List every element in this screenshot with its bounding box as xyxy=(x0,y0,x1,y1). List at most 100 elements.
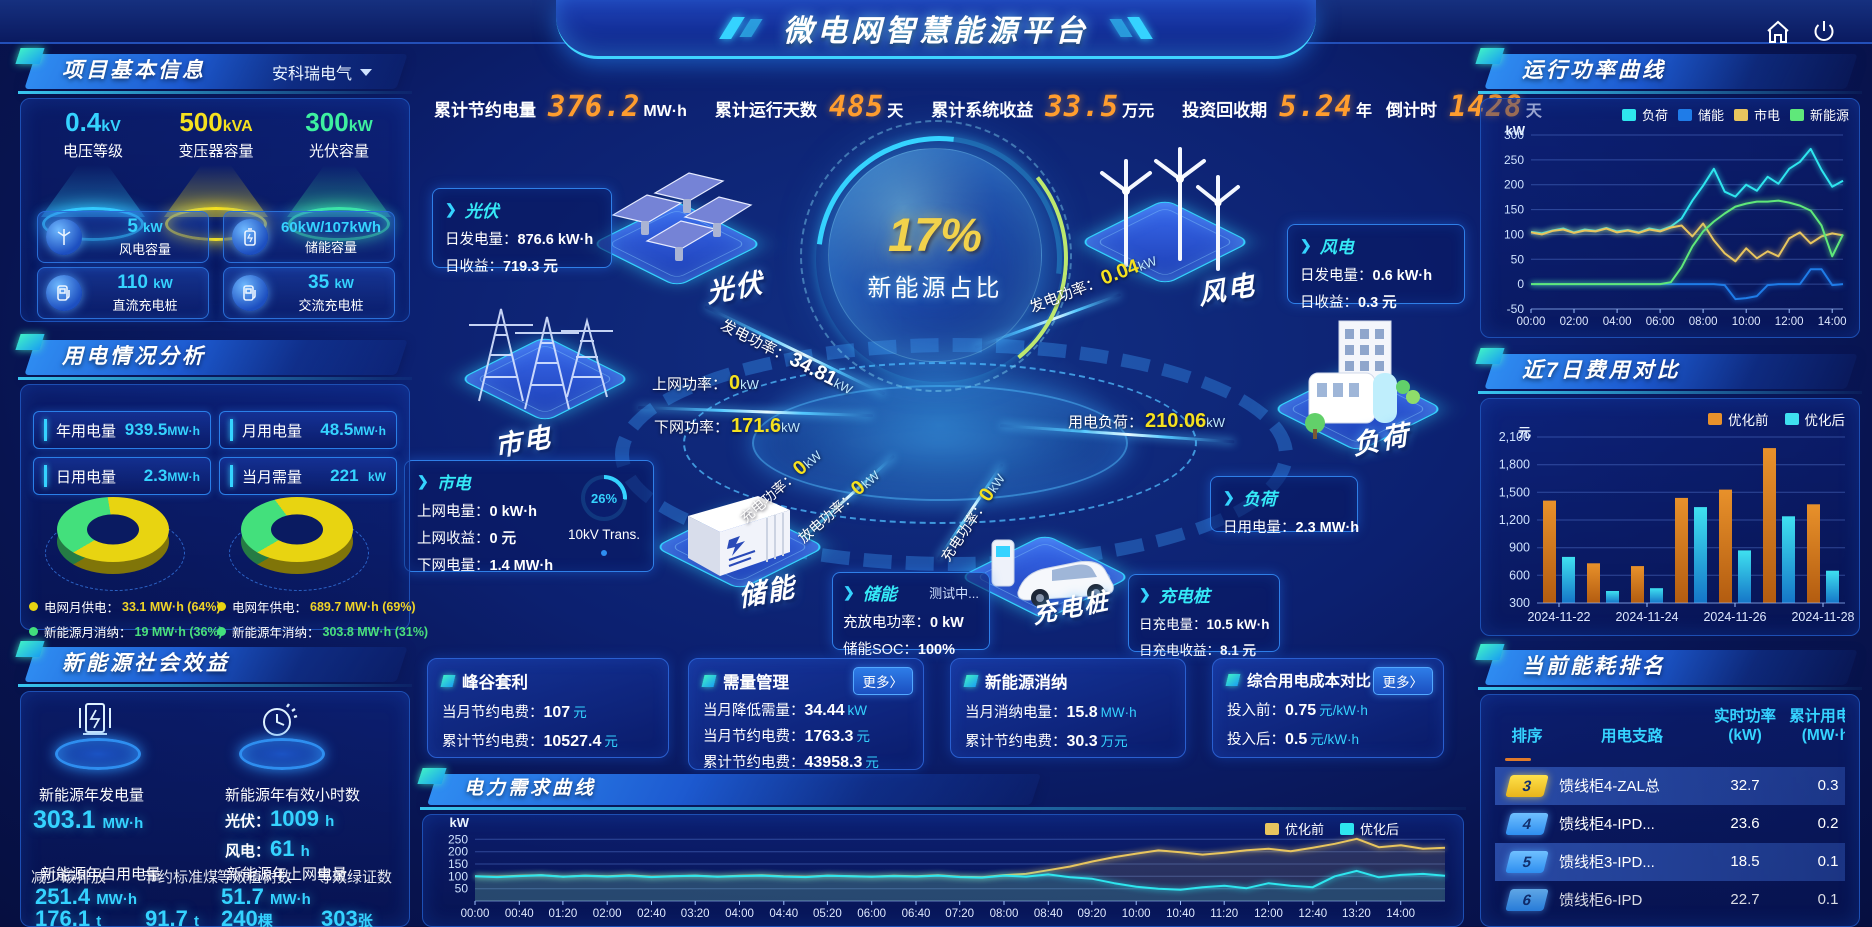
legend-item-市电[interactable]: 市电 xyxy=(1733,105,1780,124)
project-info-title: 项目基本信息 xyxy=(62,59,206,82)
svg-text:02:40: 02:40 xyxy=(637,908,666,920)
flow-from-grid-power: 下网功率： 171.6kW xyxy=(654,415,800,437)
svg-text:00:00: 00:00 xyxy=(461,908,490,920)
company-dropdown[interactable]: 安科瑞电气 xyxy=(272,60,372,84)
usage-analysis-title: 用电情况分析 xyxy=(62,345,206,368)
banner-left-decoration xyxy=(719,17,763,39)
coal-value: 91.7 t xyxy=(145,906,199,927)
capacity-card-wind: 5 kW 风电容量 xyxy=(37,211,209,263)
svg-text:50: 50 xyxy=(455,882,469,896)
home-icon[interactable] xyxy=(1764,18,1792,46)
table-row[interactable]: 3 馈线柜4-ZAL总 32.7 0.3 xyxy=(1495,766,1845,805)
svg-text:14:00: 14:00 xyxy=(1818,316,1847,328)
svg-text:kW: kW xyxy=(1506,125,1526,138)
trees-label: 等效植树数 xyxy=(217,869,293,886)
cost-more-button[interactable]: 更多〉 xyxy=(1372,667,1433,695)
run-power-chart: kW -50 0 50 100 150 200 250 300 00:00 02:00 04:00 06… xyxy=(1485,123,1857,331)
capacity-card-dc-charger: 110 kW 直流充电桩 xyxy=(37,267,209,319)
rank-badge: 4 xyxy=(1505,812,1549,835)
power-towers-icon xyxy=(455,291,630,416)
legend-item-储能[interactable]: 储能 xyxy=(1677,105,1724,124)
card-cost-comparison: 综合用电成本对比 更多〉 投入前：0.75 元/kW·h 投入后：0.5 元/kW·… xyxy=(1212,658,1444,758)
demand-chart: kW 50 100 150 200 250 00:00 00:40 01:20 02:00 02:4… xyxy=(429,815,1459,923)
certs-value: 303张 xyxy=(321,906,373,927)
svg-text:2024-11-26: 2024-11-26 xyxy=(1703,610,1766,624)
stat-run-days: 累计运行天数 485 天 xyxy=(714,89,904,123)
ev-charger-icon xyxy=(945,504,1140,614)
rank-badge: 6 xyxy=(1505,888,1549,911)
svg-text:2024-11-28: 2024-11-28 xyxy=(1791,610,1854,624)
svg-text:1,200: 1,200 xyxy=(1499,513,1530,527)
svg-text:10:40: 10:40 xyxy=(1166,908,1195,920)
card-renewable-consumption: 新能源消纳 当月消纳电量：15.8 MW·h 累计节约电费：30.3 万元 xyxy=(950,658,1186,758)
year-donut-legend: 电网年供电： 689.7 MW·h (69%) 新能源年消纳： 303.8 MW·h… xyxy=(217,597,428,647)
svg-text:0: 0 xyxy=(1517,277,1524,291)
svg-text:00:00: 00:00 xyxy=(1517,316,1546,328)
legend-item-优化前[interactable]: 优化前 xyxy=(1264,819,1324,838)
svg-text:900: 900 xyxy=(1509,541,1530,555)
flow-load-power: 用电负荷： 210.06kW xyxy=(1068,410,1225,432)
legend-item-优化后[interactable]: 优化后 xyxy=(1784,409,1845,429)
social-benefit-panel: 新能源社会效益 新能源年发电量 303.1 MW·h 新能源年有效小时数 光伏：… xyxy=(15,641,412,927)
legend-item-负荷[interactable]: 负荷 xyxy=(1621,105,1668,124)
svg-text:08:00: 08:00 xyxy=(990,908,1019,920)
run-power-panel: 运行功率曲线 负荷 储能 市电 新能源 kW -50 0 50 100 150 200 250 300… xyxy=(1475,48,1862,338)
generation-pedestal xyxy=(49,698,141,772)
gen-value: 303.1 MW·h xyxy=(33,806,144,834)
stat-payback-period: 投资回收期 5.24 年 xyxy=(1182,89,1372,123)
spotlight-transformer: 500kVA 变压器容量 xyxy=(156,107,276,241)
table-row[interactable]: 5 馈线柜3-IPD... 18.5 0.1 xyxy=(1495,842,1845,881)
svg-text:11:20: 11:20 xyxy=(1210,908,1238,920)
header-banner: 微电网智慧能源平台 xyxy=(556,0,1316,59)
node-storage xyxy=(640,478,835,608)
clock-icon xyxy=(263,703,298,736)
legend-item-优化前[interactable]: 优化前 xyxy=(1708,409,1769,429)
svg-text:10:00: 10:00 xyxy=(1122,908,1151,920)
demand-curve-title: 电力需求曲线 xyxy=(464,778,597,799)
svg-text:300: 300 xyxy=(1509,596,1530,610)
svg-text:02:00: 02:00 xyxy=(1560,316,1589,328)
run_power-svg: kW -50 0 50 100 150 200 250 300 00:00 02:00 04:00 06… xyxy=(1504,123,1847,328)
legend-item-新能源[interactable]: 新能源 xyxy=(1789,105,1849,124)
ranking-panel: 当前能耗排名 排序 用电支路 实时功率(kW) 累计用电量(MW·h) 3 馈线… xyxy=(1475,644,1862,927)
pv-info-box: 光伏 日发电量：876.6 kW·h 日收益：719.3 元 xyxy=(432,188,612,275)
hours-pedestal xyxy=(233,698,325,772)
svg-text:14:00: 14:00 xyxy=(1386,908,1415,920)
node-load xyxy=(1268,315,1444,470)
scroll-indicator[interactable] xyxy=(1505,757,1531,761)
wind-turbines-icon xyxy=(1068,139,1258,279)
node-grid xyxy=(455,295,631,440)
hours-label: 新能源年有效小时数 xyxy=(225,787,361,804)
svg-text:200: 200 xyxy=(1504,178,1524,192)
demand-more-button[interactable]: 更多〉 xyxy=(852,667,913,695)
power-icon[interactable] xyxy=(1810,18,1838,46)
solar-panels-icon xyxy=(585,169,765,281)
svg-text:04:00: 04:00 xyxy=(1603,316,1632,328)
page-title: 微电网智慧能源平台 xyxy=(783,15,1089,48)
svg-text:150: 150 xyxy=(1504,203,1524,217)
capacity-card-storage: 60kW/107kWh 储能容量 xyxy=(223,211,395,263)
svg-text:kW: kW xyxy=(450,817,470,830)
usage-analysis-panel: 用电情况分析 年用电量 939.5MW·h 月用电量 48.5MW·h 日用电量 2.… xyxy=(15,334,428,640)
stat-saved-energy: 累计节约电量 376.2 MW·h xyxy=(434,89,687,123)
svg-text:12:40: 12:40 xyxy=(1298,908,1327,920)
cost7-panel: 近7日费用对比 优化前 优化后 元 300 600 900 1,200 1,500 1,800… xyxy=(1475,348,1862,636)
svg-text:01:20: 01:20 xyxy=(549,908,578,920)
svg-text:06:00: 06:00 xyxy=(1646,316,1675,328)
energy-battery-icon xyxy=(79,703,111,735)
legend-item-优化后[interactable]: 优化后 xyxy=(1339,819,1399,838)
table-row[interactable]: 4 馈线柜4-IPD... 23.6 0.2 xyxy=(1495,805,1845,843)
svg-text:09:20: 09:20 xyxy=(1078,908,1107,920)
svg-text:08:00: 08:00 xyxy=(1689,316,1718,328)
svg-text:04:40: 04:40 xyxy=(769,908,798,920)
capacity-card-ac-charger: 35 kW 交流充电桩 xyxy=(223,267,395,319)
grid-info-box: 市电 上网电量：0 kW·h 上网收益：0 元 下网电量：1.4 MW·h 26… xyxy=(404,460,654,574)
table-row[interactable]: 6 馈线柜6-IPD 22.7 0.1 xyxy=(1495,881,1845,919)
social-benefit-title: 新能源社会效益 xyxy=(62,652,230,675)
svg-text:04:00: 04:00 xyxy=(725,908,754,920)
svg-text:02:00: 02:00 xyxy=(593,908,622,920)
rank-badge: 5 xyxy=(1505,850,1549,873)
wind-info-box: 风电 日发电量：0.6 kW·h 日收益：0.3 元 xyxy=(1287,224,1465,311)
